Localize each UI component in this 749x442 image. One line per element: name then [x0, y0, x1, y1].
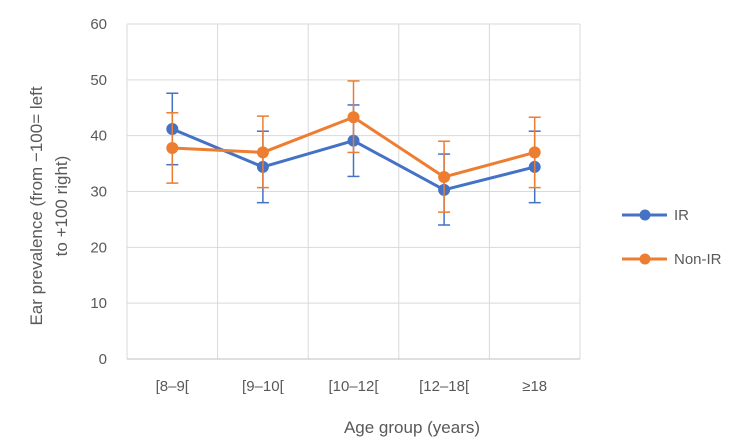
- x-tick-label: [9–10[: [242, 378, 285, 395]
- legend-item-non-ir: Non-IR: [622, 251, 722, 268]
- y-axis-title: Ear prevalence (from −100= left to +100 …: [27, 86, 71, 325]
- data-point: [347, 111, 360, 124]
- x-axis-title: Age group (years): [344, 418, 480, 437]
- y-tick-label: 40: [90, 128, 107, 145]
- x-tick-label: [8–9[: [156, 378, 190, 395]
- y-tick-label: 30: [90, 184, 107, 201]
- legend-marker-non-ir: [639, 253, 651, 265]
- y-axis-title-line-1: Ear prevalence (from −100= left: [27, 86, 46, 325]
- y-axis-title-line-2: to +100 right): [52, 156, 71, 257]
- x-tick-label: [12–18[: [419, 378, 470, 395]
- data-point: [438, 170, 451, 183]
- legend-label-non-ir: Non-IR: [674, 251, 722, 268]
- legend-label-ir: IR: [674, 207, 689, 224]
- data-point: [528, 146, 541, 159]
- series: [166, 80, 541, 226]
- x-tick-labels: [8–9[ [9–10[ [10–12[ [12–18[ ≥18: [156, 378, 548, 395]
- y-tick-label: 10: [90, 295, 107, 312]
- gridlines: [126, 23, 581, 359]
- y-tick-label: 50: [90, 72, 107, 89]
- legend-item-ir: IR: [622, 207, 689, 224]
- legend: IR Non-IR: [622, 207, 722, 268]
- y-tick-label: 20: [90, 239, 107, 256]
- y-tick-labels: 0 10 20 30 40 50 60: [90, 16, 107, 368]
- y-tick-label: 60: [90, 16, 107, 33]
- x-tick-label: [10–12[: [328, 378, 379, 395]
- series-non-ir: [166, 80, 541, 213]
- data-point: [256, 146, 269, 159]
- y-tick-label: 0: [99, 351, 107, 368]
- legend-marker-ir: [639, 209, 651, 221]
- data-point: [166, 141, 179, 154]
- x-tick-label: ≥18: [522, 378, 547, 395]
